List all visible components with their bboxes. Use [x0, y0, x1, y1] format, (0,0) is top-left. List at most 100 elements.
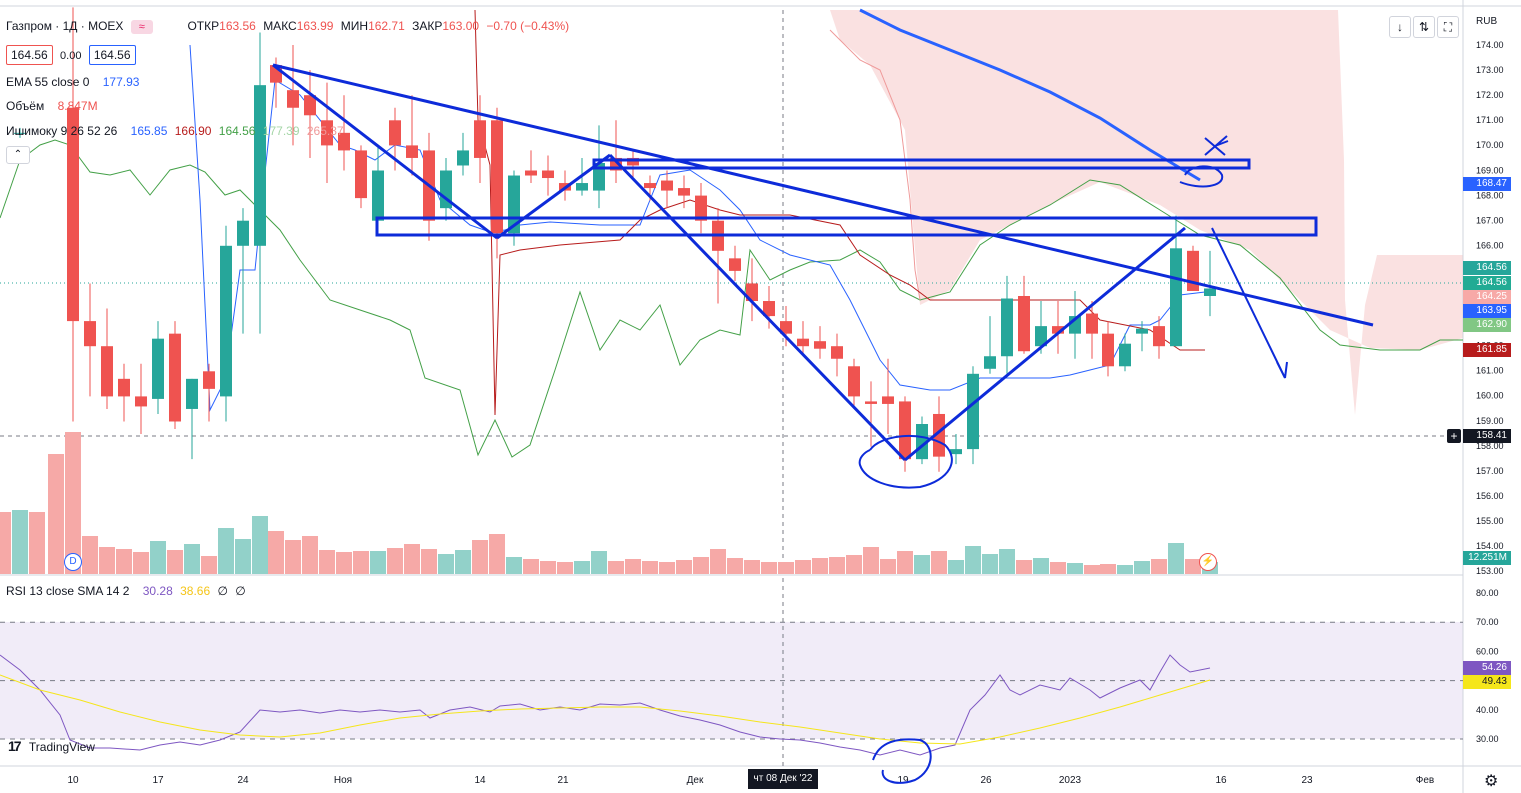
candle-body: [169, 333, 181, 422]
volume-bar: [336, 552, 352, 574]
dividend-marker[interactable]: D: [64, 553, 82, 571]
ema-label[interactable]: EMA 55 close 0: [6, 75, 90, 89]
time-tick: 2023: [1059, 775, 1082, 786]
ema-line: [859, 8, 1201, 182]
volume-bar: [693, 557, 709, 574]
price-label-crosshair: 158.41: [1463, 429, 1511, 443]
volume-bar: [99, 547, 115, 574]
volume-bar: [523, 559, 539, 574]
volume-bar: [12, 510, 28, 574]
candle-body: [916, 424, 928, 460]
symbol-title[interactable]: Газпром · 1Д · MOEX: [6, 19, 124, 33]
volume-bar: [1185, 559, 1201, 574]
rsi-tick: 30.00: [1476, 734, 1499, 744]
ask-price-box[interactable]: 164.56: [88, 45, 136, 65]
settings-gear-icon[interactable]: ⚙: [1484, 773, 1499, 790]
trend-line: [904, 226, 1186, 462]
price-tick: 174.00: [1476, 40, 1504, 50]
candle-body: [1204, 288, 1216, 296]
trend-line: [496, 153, 611, 240]
candle-body: [355, 150, 367, 199]
time-tick: 16: [1215, 775, 1227, 786]
circle-drawing: [858, 434, 953, 489]
spread-value: 0.00: [60, 50, 82, 62]
scroll-down-button[interactable]: ↓: [1389, 16, 1411, 38]
close-label: ЗАКР: [412, 19, 443, 33]
currency-label[interactable]: RUB: [1476, 16, 1498, 27]
price-label-last: 164.56: [1463, 261, 1511, 275]
volume-bar: [489, 534, 505, 574]
volume-bar: [472, 540, 488, 574]
ichimoku-label[interactable]: Ишимоку 9 26 52 26: [6, 124, 118, 138]
candle-body: [118, 378, 130, 397]
volume-bar: [574, 561, 590, 574]
candle-body: [14, 132, 26, 134]
volume-bar: [1100, 564, 1116, 574]
time-tick: Дек: [687, 775, 704, 786]
candle-body: [865, 401, 877, 404]
volume-bar: [319, 550, 335, 574]
maximize-pane-button[interactable]: ⛶: [1437, 16, 1459, 38]
candle-body: [1086, 313, 1098, 334]
price-tick: 158.00: [1476, 441, 1504, 451]
price-label-ema: 168.47: [1463, 177, 1511, 191]
volume-label[interactable]: Объём: [6, 99, 45, 113]
volume-bar: [608, 561, 624, 574]
collapse-legend-button[interactable]: ⌃: [6, 146, 30, 164]
volume-bar: [727, 558, 743, 574]
collapse-pane-button[interactable]: ⇅: [1413, 16, 1435, 38]
candle-body: [576, 183, 588, 191]
volume-bar: [438, 554, 454, 574]
candle-body: [1018, 296, 1030, 352]
rsi-tick: 40.00: [1476, 705, 1499, 715]
volume-bar: [184, 544, 200, 574]
candle-body: [525, 170, 537, 176]
volume-bar: [625, 559, 641, 574]
volume-bar: [268, 531, 284, 574]
high-label: МАКС: [263, 19, 297, 33]
price-tick: 154.00: [1476, 541, 1504, 551]
price-tick: 161.00: [1476, 366, 1504, 376]
bid-price-box[interactable]: 164.56: [6, 45, 53, 65]
volume-bar: [778, 562, 794, 574]
volume-bar: [557, 562, 573, 574]
volume-bar: [659, 562, 675, 574]
volume-bar: [914, 555, 930, 574]
lightning-icon[interactable]: ⚡: [1199, 553, 1217, 571]
price-label-base: 161.85: [1463, 343, 1511, 357]
volume-bar: [116, 549, 132, 574]
chevron-up-icon: ⌃: [13, 149, 23, 160]
ichimoku-base: 166.90: [174, 124, 212, 138]
volume-bar: [999, 549, 1015, 574]
volume-bar: [710, 549, 726, 574]
rsi-ma-axis-label: 49.43: [1463, 675, 1511, 689]
candle-body: [967, 373, 979, 450]
volume-bar: [506, 557, 522, 574]
candle-body: [542, 170, 554, 179]
price-tick: 159.00: [1476, 416, 1504, 426]
candle-body: [254, 85, 266, 246]
rsi-ma-value: 38.66: [180, 584, 211, 598]
ichimoku-lagging: 164.56: [218, 124, 256, 138]
price-tick: 167.00: [1476, 215, 1504, 225]
price-tick: 157.00: [1476, 466, 1504, 476]
volume-bar: [252, 516, 268, 574]
time-tick: 24: [237, 775, 249, 786]
candle-body: [661, 180, 673, 191]
price-tick: 168.00: [1476, 190, 1504, 200]
tradingview-logo[interactable]: 17 TradingView: [8, 737, 95, 755]
volume-bar: [863, 547, 879, 574]
arrow-down-drawing: [1211, 227, 1288, 379]
candle-body: [644, 183, 656, 189]
candle-body: [797, 338, 809, 347]
volume-bar: [1117, 565, 1133, 574]
add-alert-button[interactable]: +: [1447, 429, 1461, 443]
candle-body: [763, 301, 775, 317]
candle-body: [882, 396, 894, 404]
volume-bar: [642, 561, 658, 574]
ema-value: 177.93: [102, 75, 140, 89]
rsi-label[interactable]: RSI 13 close SMA 14 2: [6, 584, 130, 598]
volume-bar: [235, 539, 251, 574]
